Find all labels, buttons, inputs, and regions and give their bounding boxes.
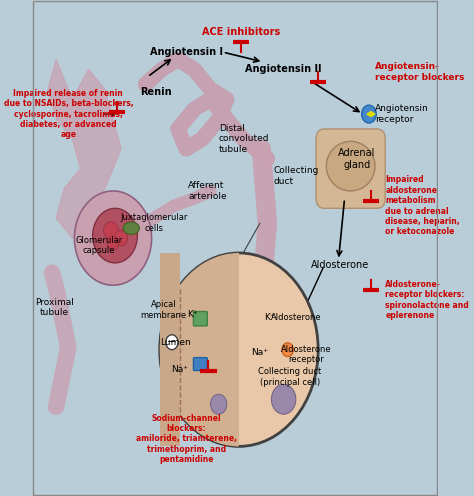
- Circle shape: [210, 394, 227, 414]
- FancyBboxPatch shape: [316, 129, 385, 208]
- Text: Apical
membrane: Apical membrane: [141, 300, 187, 320]
- Text: Collecting duct
(principal cell): Collecting duct (principal cell): [258, 367, 321, 387]
- Text: Adrenal
gland: Adrenal gland: [338, 148, 375, 170]
- Ellipse shape: [326, 141, 375, 191]
- Text: Aldosterone
receptor: Aldosterone receptor: [281, 345, 331, 365]
- Circle shape: [104, 222, 118, 240]
- Circle shape: [272, 384, 296, 414]
- Text: Aldosterone: Aldosterone: [271, 313, 321, 322]
- Text: Lumen: Lumen: [161, 338, 191, 347]
- FancyBboxPatch shape: [193, 358, 207, 371]
- Text: Aldosterone: Aldosterone: [311, 260, 370, 270]
- Polygon shape: [48, 60, 121, 238]
- Text: Angiotensin
receptor: Angiotensin receptor: [375, 104, 429, 124]
- Text: Impaired
aldosterone
metabolism
due to adrenal
disease, heparin,
or ketoconazole: Impaired aldosterone metabolism due to a…: [385, 176, 460, 236]
- Circle shape: [107, 236, 118, 250]
- Text: Distal
convoluted
tubule: Distal convoluted tubule: [219, 124, 269, 154]
- Text: Proximal
tubule: Proximal tubule: [35, 298, 73, 317]
- Circle shape: [74, 191, 152, 285]
- Text: Angiotensin-
receptor blockers: Angiotensin- receptor blockers: [375, 62, 465, 82]
- Wedge shape: [160, 253, 239, 446]
- Circle shape: [362, 105, 376, 123]
- Text: K⁺: K⁺: [187, 310, 198, 319]
- Text: Sodium-channel
blockers:
amiloride, triamterene,
trimethoprim, and
pentamidine: Sodium-channel blockers: amiloride, tria…: [136, 414, 237, 464]
- Text: Na⁺: Na⁺: [172, 365, 189, 374]
- Text: K⁺: K⁺: [264, 313, 275, 322]
- Text: Juxtaglomerular
cells: Juxtaglomerular cells: [120, 213, 187, 233]
- Text: Impaired release of renin
due to NSAIDs, beta-blockers,
cyclosporine, tacrolimus: Impaired release of renin due to NSAIDs,…: [3, 89, 133, 139]
- Text: Afferent
arteriole: Afferent arteriole: [188, 181, 227, 201]
- Text: Renin: Renin: [140, 87, 172, 97]
- Circle shape: [93, 208, 137, 263]
- Circle shape: [115, 230, 128, 246]
- Text: Angiotensin II: Angiotensin II: [246, 64, 322, 74]
- FancyBboxPatch shape: [32, 0, 438, 496]
- Circle shape: [160, 253, 318, 446]
- FancyBboxPatch shape: [193, 311, 207, 326]
- Circle shape: [282, 343, 293, 357]
- Polygon shape: [367, 112, 375, 117]
- Text: Glomerular
capsule: Glomerular capsule: [75, 236, 122, 255]
- Text: ACE inhibitors: ACE inhibitors: [202, 27, 280, 37]
- Text: Collecting
duct: Collecting duct: [273, 166, 319, 186]
- Text: −: −: [167, 337, 177, 347]
- Text: Aldosterone-
receptor blockers:
spironolactone and
eplerenone: Aldosterone- receptor blockers: spironol…: [385, 280, 469, 320]
- Ellipse shape: [123, 222, 139, 234]
- Text: Na⁺: Na⁺: [251, 348, 268, 357]
- Text: Angiotensin I: Angiotensin I: [150, 47, 223, 57]
- FancyBboxPatch shape: [160, 253, 180, 446]
- Circle shape: [166, 335, 178, 350]
